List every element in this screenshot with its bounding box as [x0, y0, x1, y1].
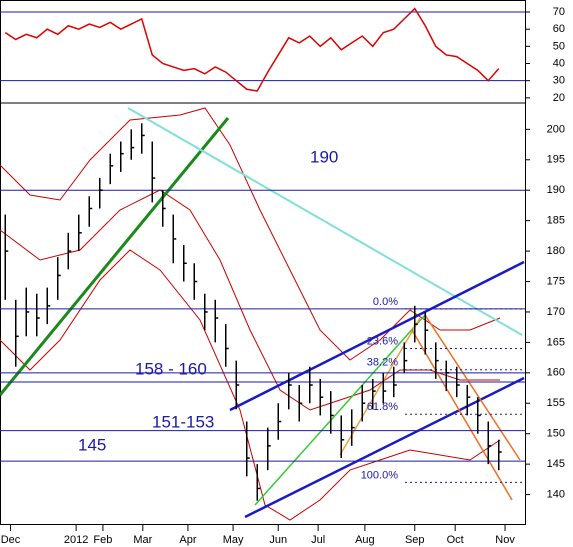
x-tick-label: Mar: [133, 534, 152, 546]
upper-band: [0, 107, 501, 361]
y-tick-label: 180: [547, 245, 565, 257]
fib-label: 0.0%: [373, 296, 398, 308]
x-tick-label: Sep: [405, 534, 425, 546]
y-tick-label: 155: [547, 397, 565, 409]
channel-line: [244, 376, 525, 519]
lower-band: [0, 249, 501, 521]
trend-lines: [0, 107, 525, 519]
trend-line: [424, 314, 521, 461]
annotation: 145: [78, 435, 106, 454]
x-tick-label: Jul: [311, 534, 325, 546]
annotation: 158 - 160: [135, 359, 207, 378]
middle-band: [0, 189, 500, 411]
y-tick-label: 190: [547, 184, 565, 196]
trend-line: [411, 329, 513, 501]
fib-label: 100.0%: [361, 469, 399, 481]
fib-label: 23.6%: [367, 335, 398, 347]
y-tick-label: 145: [547, 458, 565, 470]
x-tick-label: Dec: [1, 534, 21, 546]
x-tick-label: May: [223, 534, 244, 546]
y-tick-label: 60: [553, 23, 565, 35]
y-tick-label: 50: [553, 40, 565, 52]
y-tick-label: 20: [553, 92, 565, 104]
x-tick-label: Feb: [93, 534, 112, 546]
trend-line: [127, 107, 523, 336]
x-tick-label: Apr: [179, 534, 196, 546]
y-tick-label: 160: [547, 367, 565, 379]
y-tick-label: 40: [553, 57, 565, 69]
trend-line: [0, 117, 230, 396]
y-tick-label: 175: [547, 275, 565, 287]
y-tick-label: 30: [553, 75, 565, 87]
annotation: 151-153: [152, 412, 214, 431]
y-tick-label: 185: [547, 215, 565, 227]
y-tick-label: 140: [547, 488, 565, 500]
y-tick-label: 150: [547, 428, 565, 440]
x-tick-label: Aug: [355, 534, 375, 546]
plot-frame: [0, 0, 526, 525]
trend-line: [254, 314, 426, 506]
y-tick-label: 165: [547, 336, 565, 348]
y-tick-label: 200: [547, 123, 565, 135]
x-tick-label: 2012: [64, 534, 88, 546]
y-tick-label: 70: [553, 6, 565, 18]
x-tick-label: Jun: [269, 534, 287, 546]
x-tick-label: Oct: [447, 534, 464, 546]
channel-line: [229, 260, 525, 412]
trend-line: [339, 317, 421, 456]
rsi-line: [4, 7, 500, 92]
x-tick-label: Nov: [495, 534, 515, 546]
annotation: 190: [310, 147, 338, 166]
fib-label: 61.8%: [367, 401, 398, 413]
y-tick-label: 170: [547, 306, 565, 318]
y-tick-label: 195: [547, 154, 565, 166]
fib-label: 38.2%: [367, 357, 398, 369]
